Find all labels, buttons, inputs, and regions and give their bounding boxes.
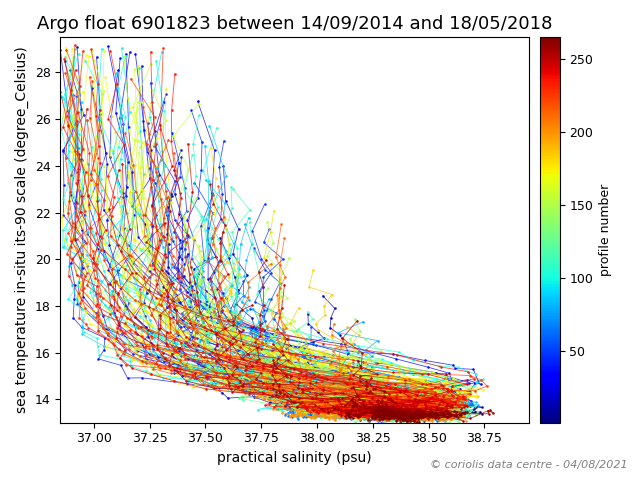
Y-axis label: sea temperature in-situ its-90 scale (degree_Celsius): sea temperature in-situ its-90 scale (de… xyxy=(15,47,29,413)
Text: © coriolis data centre - 04/08/2021: © coriolis data centre - 04/08/2021 xyxy=(429,460,627,470)
Title: Argo float 6901823 between 14/09/2014 and 18/05/2018: Argo float 6901823 between 14/09/2014 an… xyxy=(37,15,552,33)
Y-axis label: profile number: profile number xyxy=(598,184,612,276)
X-axis label: practical salinity (psu): practical salinity (psu) xyxy=(218,451,372,465)
